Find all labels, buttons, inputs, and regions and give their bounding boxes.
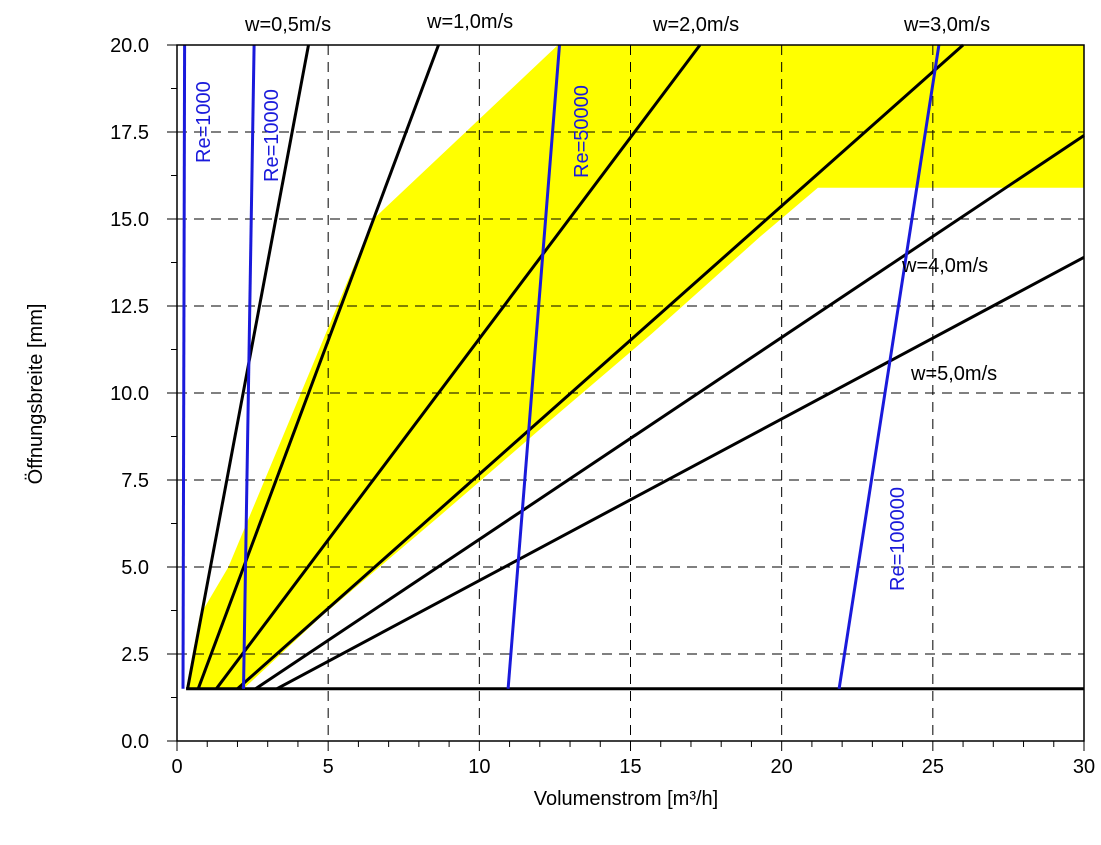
recommended-region (186, 45, 1085, 689)
curve-label-w50: w=5,0m/s (910, 363, 997, 385)
series-line-re-1000 (181, 44, 187, 689)
x-tick-label: 20 (771, 756, 793, 778)
y-tick-label: 12.5 (110, 296, 149, 318)
x-axis-title: Volumenstrom [m³/h] (534, 788, 719, 810)
axis-ticks (167, 44, 1085, 751)
curve-label-w30: w=3,0m/s (903, 14, 990, 36)
series-line-w-2-0m-s (215, 44, 702, 690)
x-tick-label: 5 (323, 756, 334, 778)
series-line-re-50000 (506, 44, 561, 689)
y-tick-label: 20.0 (110, 35, 149, 57)
curves (181, 43, 1085, 691)
x-tick-label: 25 (922, 756, 944, 778)
y-tick-label: 0.0 (121, 731, 149, 753)
x-tick-label: 10 (468, 756, 490, 778)
y-tick-label: 5.0 (121, 557, 149, 579)
curve-label-re100000: Re=100000 (887, 487, 909, 591)
curve-label-re50000: Re=50000 (571, 85, 593, 178)
y-tick-label: 10.0 (110, 383, 149, 405)
y-tick-label: 17.5 (110, 122, 149, 144)
grid (177, 45, 1084, 741)
series-line-re-10000 (242, 44, 256, 689)
series-line-w-3-0m-s (236, 43, 965, 690)
series-line-w-1-0m-s (196, 44, 440, 690)
y-axis-title: Öffnungsbreite [mm] (25, 304, 47, 485)
curve-label-w05: w=0,5m/s (244, 14, 331, 36)
curve-label-w20: w=2,0m/s (652, 14, 739, 36)
y-tick-label: 2.5 (121, 644, 149, 666)
x-tick-label: 0 (171, 756, 182, 778)
x-tick-label: 30 (1073, 756, 1095, 778)
series-line-w-5-0m-s (276, 255, 1085, 691)
y-tick-label: 7.5 (121, 470, 149, 492)
curve-label-w10: w=1,0m/s (426, 11, 513, 33)
x-tick-label: 15 (619, 756, 641, 778)
tick-labels: 0 5 10 15 20 25 30 0.0 2.5 5.0 7.5 10.0 12.5 15.0 17.5… (110, 35, 1095, 778)
curve-label-w40: w=4,0m/s (901, 255, 988, 277)
curve-label-re10000: Re=10000 (261, 89, 283, 182)
y-tick-label: 15.0 (110, 209, 149, 231)
curve-label-re1000: Re=1000 (193, 81, 215, 163)
series-line-re-100000 (837, 44, 941, 690)
series-line-w-4-0m-s (254, 134, 1085, 691)
